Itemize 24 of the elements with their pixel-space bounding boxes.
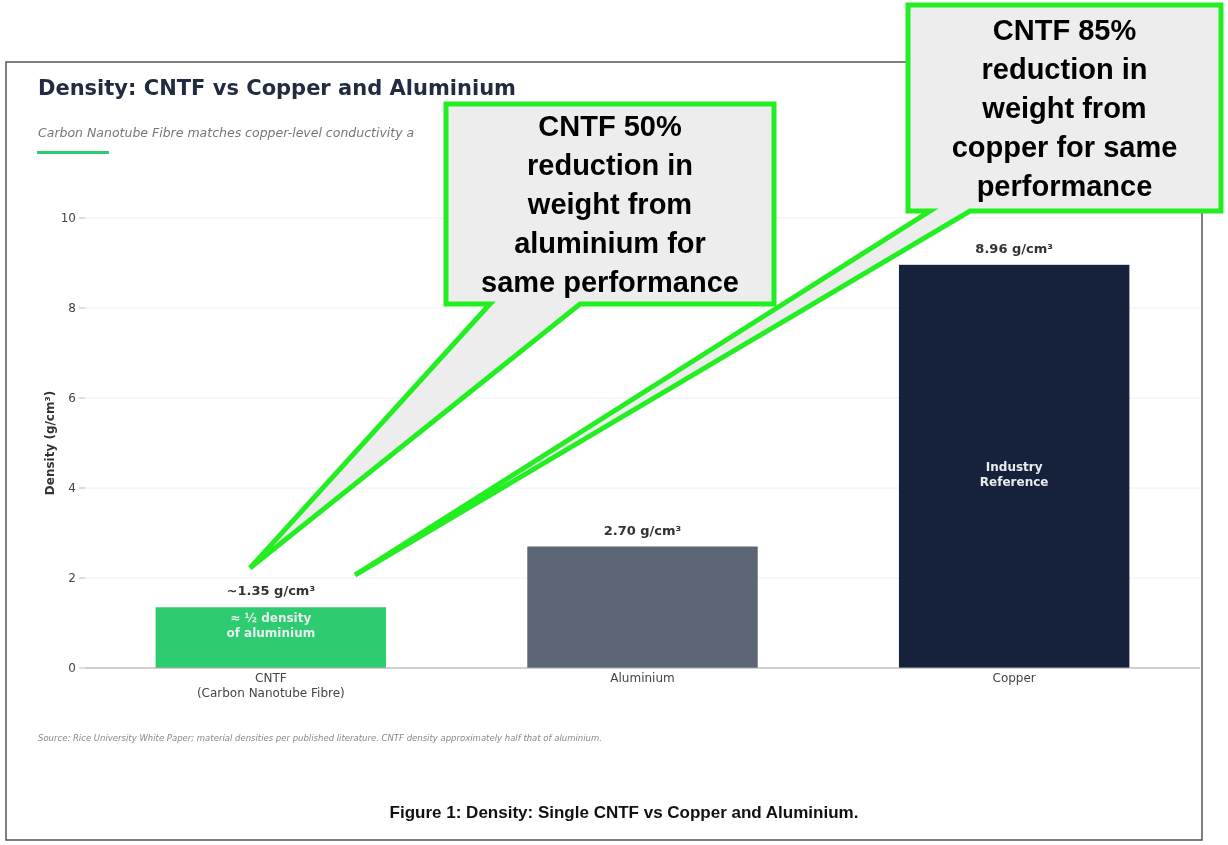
source-note: Source: Rice University White Paper; material densities per published literature. CNTF density approximately half that of aluminium. <box>38 733 602 743</box>
data-label: 2.70 g/cm³ <box>603 522 682 538</box>
x-tick-label: Aluminium <box>610 671 675 685</box>
data-label: ~1.35 g/cm³ <box>226 583 316 599</box>
bar <box>898 264 1130 668</box>
annotation: ≈ ½ density of aluminium <box>226 611 316 640</box>
y-axis-title: Density (g/cm³) <box>43 390 57 496</box>
y-tick-label: 4 <box>68 481 76 496</box>
caption: Figure 1: Density: Single CNTF vs Copper and Aluminium. <box>389 803 859 822</box>
annotation: CNTF 50% reduction in weight from aluminium for same performance <box>481 110 739 298</box>
chart-title: Density: CNTF vs Copper and Aluminium <box>38 76 516 100</box>
x-tick-label: CNTF (Carbon Nanotube Fibre) <box>196 671 345 700</box>
text: CNTF 85% reduction in weight from copper for same performance <box>951 14 1178 202</box>
annotation: Industry Reference <box>979 460 1049 489</box>
y-tick-label: 8 <box>68 301 76 316</box>
y-tick-label: 6 <box>68 391 76 406</box>
y-tick-label: 2 <box>68 571 76 586</box>
y-tick-label: 10 <box>60 211 76 226</box>
bar <box>527 546 758 668</box>
y-tick-label: 0 <box>68 661 76 676</box>
data-label: 8.96 g/cm³ <box>975 240 1053 256</box>
x-tick-label: Copper <box>992 671 1036 685</box>
chart-subtitle: Carbon Nanotube Fibre matches copper-level conductivity a <box>38 125 415 140</box>
bar <box>155 607 387 668</box>
